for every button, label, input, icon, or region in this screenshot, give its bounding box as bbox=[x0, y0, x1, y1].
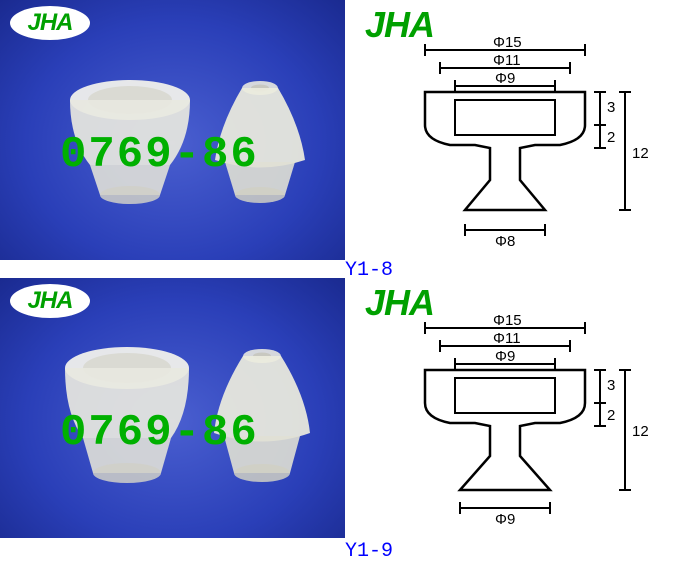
cup-illustration bbox=[200, 70, 320, 220]
cup-illustration bbox=[200, 338, 325, 498]
jha-logo-badge: JHA bbox=[10, 284, 90, 318]
suction-cup-right bbox=[200, 70, 320, 220]
cup-illustration bbox=[55, 338, 200, 498]
dim-h1: 3 bbox=[607, 99, 615, 116]
photo-panel: JHA bbox=[0, 0, 345, 260]
technical-drawing: Φ15 Φ11 Φ9 Φ8 3 bbox=[385, 30, 665, 260]
suction-cup-left bbox=[55, 338, 200, 498]
photo-panel: JHA bbox=[0, 278, 345, 538]
diagram-panel: JHA Φ15 Φ11 Φ9 Φ8 bbox=[345, 0, 700, 260]
dim-bottom: Φ9 bbox=[495, 511, 515, 528]
product-row-y1-9: JHA JHA Φ15 bbox=[0, 278, 700, 538]
dim-bottom: Φ8 bbox=[495, 233, 515, 250]
technical-drawing: Φ15 Φ11 Φ9 Φ9 3 2 1 bbox=[385, 308, 665, 538]
dim-top-outer: Φ15 bbox=[493, 34, 522, 51]
suction-cup-right bbox=[200, 338, 325, 498]
dim-htotal: 12 bbox=[632, 145, 649, 162]
dim-top-inner: Φ9 bbox=[495, 70, 515, 87]
cup-illustration bbox=[60, 70, 200, 220]
dim-top-mid: Φ11 bbox=[493, 52, 521, 69]
jha-logo-badge: JHA bbox=[10, 6, 90, 40]
dim-top-outer: Φ15 bbox=[493, 312, 522, 329]
dim-top-mid: Φ11 bbox=[493, 330, 521, 347]
part-label-y1-9: Y1-9 bbox=[345, 540, 393, 563]
dim-h2: 2 bbox=[607, 129, 615, 146]
dim-h1: 3 bbox=[607, 377, 615, 394]
dim-htotal: 12 bbox=[632, 423, 649, 440]
product-row-y1-8: JHA JHA bbox=[0, 0, 700, 260]
dim-h2: 2 bbox=[607, 407, 615, 424]
dim-top-inner: Φ9 bbox=[495, 348, 515, 365]
suction-cup-left bbox=[60, 70, 200, 220]
diagram-panel: JHA Φ15 Φ11 Φ9 Φ9 3 bbox=[345, 278, 700, 538]
